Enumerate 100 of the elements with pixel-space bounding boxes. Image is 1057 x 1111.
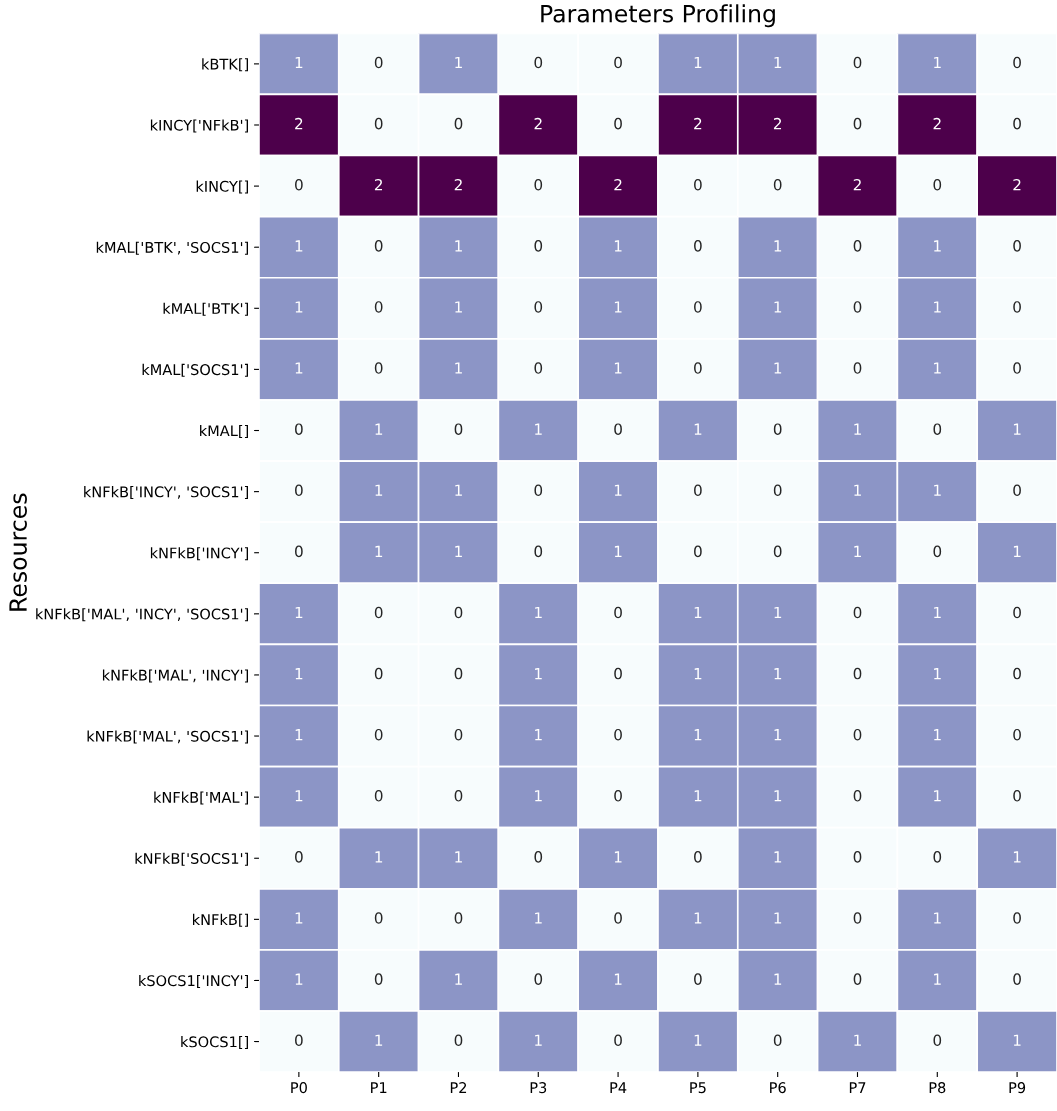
data-label: 2 — [773, 117, 782, 130]
data-label: 0 — [853, 973, 862, 985]
x-tick-label: P0 — [291, 1082, 307, 1094]
data-label: 1 — [934, 973, 941, 985]
data-label: 1 — [295, 729, 303, 741]
data-label: 2 — [933, 117, 941, 130]
data-label: 1 — [934, 301, 941, 313]
data-label: 0 — [374, 240, 383, 252]
data-label: 0 — [534, 973, 543, 985]
data-label: 0 — [694, 240, 702, 252]
data-label: 0 — [295, 423, 303, 435]
data-label: 1 — [295, 912, 303, 924]
data-label: 0 — [454, 728, 463, 741]
data-label: 0 — [1013, 728, 1021, 741]
data-label: 1 — [934, 668, 941, 680]
data-label: 1 — [774, 973, 782, 985]
data-label: 0 — [454, 1034, 463, 1046]
data-label: 1 — [614, 484, 622, 496]
data-label: 0 — [614, 423, 622, 435]
data-label: 1 — [774, 912, 782, 924]
data-label: 2 — [534, 117, 542, 130]
x-tick-label: P7 — [849, 1082, 866, 1093]
data-label: 0 — [534, 178, 543, 191]
x-tick-label: P4 — [610, 1082, 627, 1093]
data-label: 0 — [374, 973, 383, 985]
data-label: 1 — [694, 729, 702, 741]
data-label: 1 — [614, 973, 622, 985]
data-label: 1 — [1013, 545, 1021, 557]
y-tick-label: kNFkB['MAL', 'INCY'] — [102, 669, 248, 683]
data-label: 1 — [455, 240, 462, 252]
data-label: 1 — [774, 668, 782, 680]
data-label: 0 — [694, 973, 702, 985]
data-label: 0 — [614, 728, 622, 741]
data-label: 1 — [455, 362, 462, 374]
data-label: 2 — [1013, 178, 1021, 191]
data-label: 1 — [1013, 423, 1021, 435]
data-label: 0 — [454, 912, 463, 924]
data-label: 0 — [614, 912, 622, 924]
data-label: 1 — [774, 790, 782, 802]
y-tick-label: kINCY[] — [196, 180, 248, 194]
data-label: 0 — [534, 545, 543, 558]
data-label: 0 — [694, 178, 702, 191]
data-label: 1 — [694, 1034, 702, 1046]
y-tick-label: kMAL['BTK'] — [163, 302, 248, 316]
y-tick-label: kNFkB['INCY', 'SOCS1'] — [84, 486, 248, 500]
data-label: 0 — [853, 117, 862, 130]
data-label: 0 — [295, 545, 303, 558]
y-tick-label: kMAL['SOCS1'] — [142, 363, 248, 377]
data-label: 1 — [774, 56, 782, 69]
data-label: 0 — [374, 912, 383, 924]
data-label: 0 — [1013, 240, 1021, 252]
x-tick-label: P8 — [929, 1082, 946, 1094]
data-label: 1 — [934, 790, 941, 802]
data-label: 0 — [853, 240, 862, 252]
x-tick-label: P6 — [770, 1082, 786, 1094]
y-tick-label: kNFkB['MAL', 'INCY', 'SOCS1'] — [36, 608, 248, 622]
data-label: 0 — [933, 178, 942, 191]
data-label: 0 — [694, 362, 702, 374]
data-label: 2 — [374, 178, 382, 191]
data-label: 1 — [535, 423, 542, 435]
data-label: 1 — [774, 606, 782, 619]
data-label: 1 — [375, 484, 383, 496]
x-tick-label: P5 — [690, 1082, 706, 1094]
data-label: 0 — [374, 362, 383, 374]
data-label: 1 — [854, 1034, 861, 1046]
data-label: 2 — [694, 117, 702, 130]
data-label: 1 — [934, 56, 941, 69]
data-label: 2 — [295, 117, 303, 130]
data-label: 0 — [694, 484, 702, 497]
data-label: 0 — [773, 484, 782, 497]
data-label: 0 — [454, 423, 463, 435]
data-label: 0 — [1013, 301, 1021, 313]
y-tick-label: kSOCS1['INCY'] — [139, 974, 248, 988]
data-label: 0 — [614, 1034, 622, 1046]
data-label: 1 — [934, 362, 941, 374]
data-label: 0 — [534, 301, 543, 313]
data-label: 0 — [1013, 912, 1021, 924]
data-label: 0 — [374, 117, 383, 130]
y-tick-label: kNFkB['MAL', 'SOCS1'] — [87, 730, 248, 744]
data-label: 0 — [853, 362, 862, 374]
data-label: 1 — [455, 484, 462, 496]
data-label: 1 — [455, 851, 462, 863]
data-label: 0 — [295, 178, 303, 191]
chart-title: Parameters Profiling — [541, 4, 775, 28]
y-tick-label: kMAL['BTK', 'SOCS1'] — [96, 241, 248, 255]
data-label: 0 — [1013, 790, 1021, 802]
data-label: 0 — [853, 667, 862, 680]
data-label: 1 — [854, 545, 861, 557]
data-label: 0 — [614, 56, 622, 69]
data-label: 1 — [934, 729, 941, 741]
data-label: 1 — [774, 362, 782, 374]
data-label: 0 — [933, 851, 942, 863]
data-label: 1 — [774, 240, 782, 252]
data-label: 1 — [694, 790, 702, 802]
data-label: 1 — [375, 851, 383, 863]
data-label: 0 — [534, 484, 543, 497]
data-label: 2 — [853, 178, 861, 191]
data-label: 0 — [454, 667, 463, 680]
data-label: 1 — [934, 484, 941, 496]
data-label: 1 — [1013, 1034, 1021, 1046]
